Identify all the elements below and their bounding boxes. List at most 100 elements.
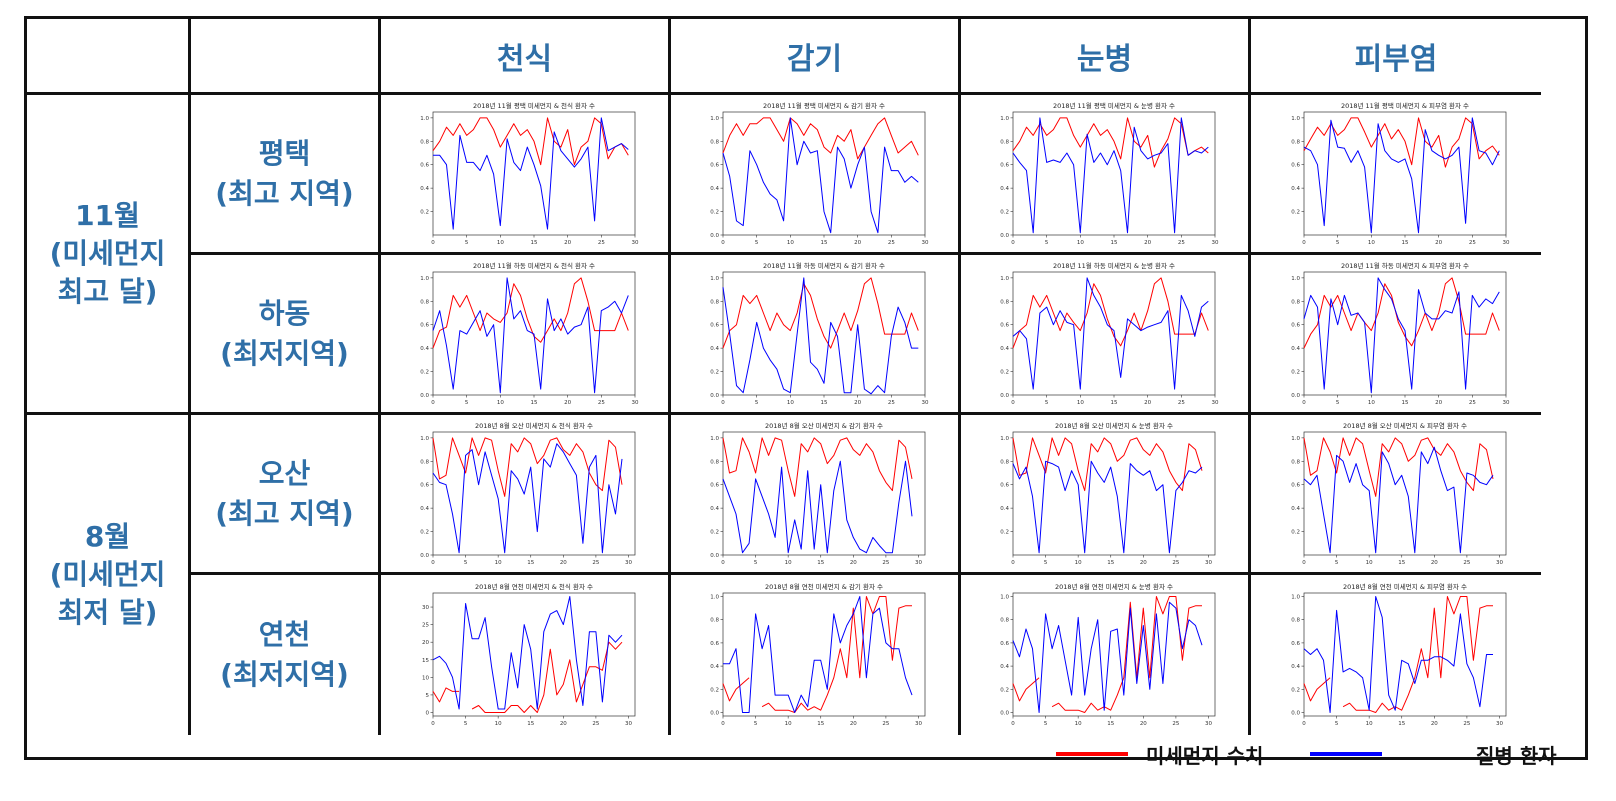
y-tick-label: 0.0 xyxy=(420,393,429,399)
dust-series-line xyxy=(432,641,622,713)
region-label-osan: 오산 (최고 지역) xyxy=(191,415,381,575)
y-tick-label: 1.0 xyxy=(710,115,719,121)
y-tick-label: 0.0 xyxy=(420,553,429,559)
x-tick-label: 5 xyxy=(754,400,758,406)
x-tick-label: 0 xyxy=(1011,240,1015,246)
patient-series-line xyxy=(722,116,919,233)
x-tick-label: 15 xyxy=(817,721,824,727)
x-tick-label: 20 xyxy=(564,240,571,246)
chart-cell: 2018년 8월 오산 미세먼지 & 감기 환자 수 0 5 10 15 20 25 30 0.… xyxy=(671,415,961,575)
x-tick-label: 5 xyxy=(1336,400,1340,406)
x-tick-label: 25 xyxy=(887,240,894,246)
header-cold: 감기 xyxy=(671,19,961,95)
plot-frame xyxy=(432,592,635,717)
x-tick-label: 25 xyxy=(597,400,604,406)
region-text: 하동 (최저지역) xyxy=(220,296,349,370)
patient-series-line xyxy=(1303,116,1500,233)
x-tick-label: 30 xyxy=(624,560,631,566)
x-tick-label: 30 xyxy=(631,240,638,246)
y-tick-label: 0.6 xyxy=(710,162,719,168)
y-tick-label: 0.4 xyxy=(1000,346,1009,352)
x-tick-label: 10 xyxy=(784,721,791,727)
y-tick-label: 0.8 xyxy=(1291,618,1300,624)
legend-patient-label: 질병 환자 xyxy=(1476,744,1557,768)
legend-patient-line xyxy=(1310,752,1382,756)
x-tick-label: 15 xyxy=(530,400,537,406)
y-tick-label: 0.6 xyxy=(1000,322,1009,328)
y-tick-label: 0.2 xyxy=(1000,687,1009,693)
x-tick-label: 0 xyxy=(1302,240,1306,246)
y-tick-label: 0.8 xyxy=(1291,139,1300,145)
x-tick-label: 10 xyxy=(494,721,501,727)
chart-hadong-cold: 2018년 11월 하동 미세먼지 & 감기 환자 수 0 5 10 15 20 25 30 0… xyxy=(710,261,929,406)
x-tick-label: 20 xyxy=(1435,400,1442,406)
x-tick-label: 20 xyxy=(1144,400,1151,406)
legend-dust-line xyxy=(1056,752,1128,756)
x-tick-label: 30 xyxy=(624,721,631,727)
x-tick-label: 15 xyxy=(1398,560,1405,566)
y-tick-label: 0.8 xyxy=(1000,299,1009,305)
plot-frame xyxy=(432,271,635,395)
y-tick-label: 0.2 xyxy=(710,529,719,535)
plot-frame xyxy=(722,431,925,555)
x-tick-label: 30 xyxy=(1211,400,1218,406)
region-text: 평택 (최고 지역) xyxy=(215,136,354,210)
x-tick-label: 10 xyxy=(786,240,793,246)
patient-series-line xyxy=(1303,276,1500,393)
chart-cell: 2018년 8월 오산 미세먼지 & 피부염 환자 수 0 5 10 15 20 25 30 0… xyxy=(1251,415,1541,575)
x-tick-label: 10 xyxy=(786,400,793,406)
region-label-pyeongtaek: 평택 (최고 지역) xyxy=(191,95,381,255)
x-tick-label: 30 xyxy=(921,400,928,406)
chart-pyeongtaek-eye: 2018년 11월 평택 미세먼지 & 눈병 환자 수 0 5 10 15 20 25 30 0… xyxy=(1000,101,1219,246)
y-tick-label: 0.6 xyxy=(710,482,719,488)
month-label-november: 11월 (미세먼지 최고 달) xyxy=(27,95,191,415)
x-tick-label: 5 xyxy=(464,400,468,406)
y-tick-label: 0.0 xyxy=(710,233,719,239)
x-tick-label: 20 xyxy=(1139,721,1146,727)
x-tick-label: 30 xyxy=(1204,560,1211,566)
x-tick-label: 30 xyxy=(1503,400,1510,406)
chart-cell: 2018년 8월 연천 미세먼지 & 감기 환자 수 0 5 10 15 20 25 30 0.… xyxy=(671,575,961,735)
plot-frame xyxy=(722,271,925,395)
x-tick-label: 5 xyxy=(463,721,467,727)
corner-cell-2 xyxy=(191,19,381,95)
x-tick-label: 25 xyxy=(1177,240,1184,246)
dust-series-line xyxy=(1012,276,1209,348)
chart-hadong-skin: 2018년 11월 하동 미세먼지 & 피부염 환자 수 0 5 10 15 20 25 30… xyxy=(1291,261,1510,406)
dust-series-line xyxy=(1303,276,1500,348)
chart-osan-skin: 2018년 8월 오산 미세먼지 & 피부염 환자 수 0 5 10 15 20 25 30 0… xyxy=(1291,421,1507,566)
x-tick-label: 5 xyxy=(1335,560,1339,566)
x-tick-label: 25 xyxy=(592,560,599,566)
y-tick-label: 0.0 xyxy=(1000,393,1009,399)
y-tick-label: 0.2 xyxy=(420,369,429,375)
plot-frame xyxy=(1012,592,1215,717)
chart-title: 2018년 11월 하동 미세먼지 & 천식 환자 수 xyxy=(472,261,594,270)
x-tick-label: 20 xyxy=(854,400,861,406)
x-tick-label: 20 xyxy=(1431,721,1438,727)
x-tick-label: 0 xyxy=(1011,721,1015,727)
y-tick-label: 0 xyxy=(425,710,429,716)
y-tick-label: 0.4 xyxy=(420,346,429,352)
chart-title: 2018년 8월 오산 미세먼지 & 피부염 환자 수 xyxy=(1343,421,1467,430)
chart-title: 2018년 11월 하동 미세먼지 & 감기 환자 수 xyxy=(762,261,884,270)
y-tick-label: 1.0 xyxy=(710,594,719,600)
x-tick-label: 20 xyxy=(1435,240,1442,246)
x-tick-label: 30 xyxy=(914,721,921,727)
region-label-yeoncheon: 연천 (최저지역) xyxy=(191,575,381,735)
x-tick-label: 30 xyxy=(921,240,928,246)
x-tick-label: 15 xyxy=(817,560,824,566)
x-tick-label: 5 xyxy=(753,560,757,566)
x-tick-label: 0 xyxy=(1011,400,1015,406)
header-dermatitis: 피부염 xyxy=(1251,19,1541,95)
y-tick-label: 0.4 xyxy=(1291,506,1300,512)
x-tick-label: 5 xyxy=(1336,240,1340,246)
x-tick-label: 25 xyxy=(1177,400,1184,406)
y-tick-label: 0.6 xyxy=(710,322,719,328)
y-tick-label: 0.8 xyxy=(1291,299,1300,305)
y-tick-label: 0.0 xyxy=(1291,393,1300,399)
x-tick-label: 15 xyxy=(530,240,537,246)
x-tick-label: 20 xyxy=(559,721,566,727)
y-tick-label: 0.8 xyxy=(1000,459,1009,465)
chart-pyeongtaek-skin: 2018년 11월 평택 미세먼지 & 피부염 환자 수 0 5 10 15 20 25 30… xyxy=(1291,101,1510,246)
dust-series-line xyxy=(722,436,912,497)
